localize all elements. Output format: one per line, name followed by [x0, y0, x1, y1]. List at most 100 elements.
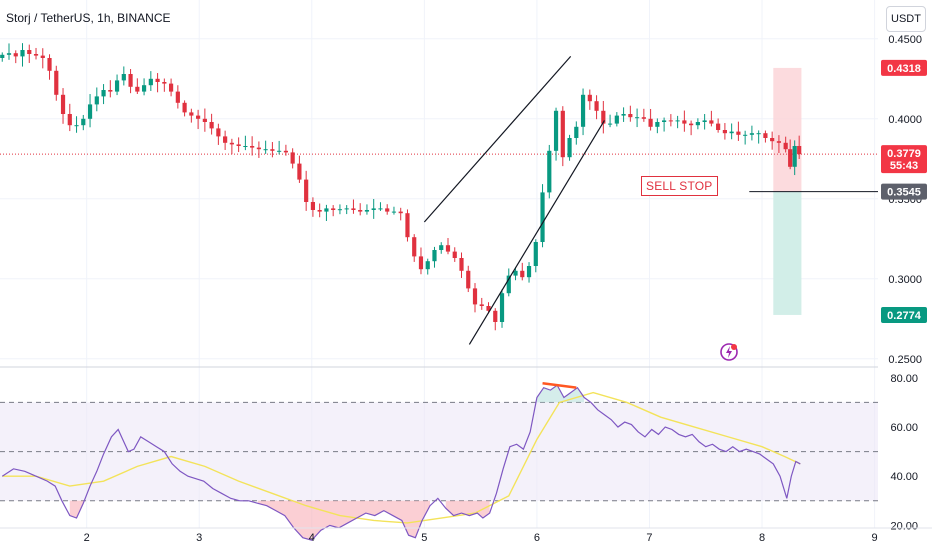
candle-body	[223, 136, 228, 143]
currency-button[interactable]: USDT	[886, 6, 926, 32]
candle-body	[351, 208, 356, 210]
candle-body	[20, 50, 25, 57]
candle-body	[641, 117, 646, 119]
candle-body	[486, 306, 491, 311]
candle-body	[756, 133, 761, 135]
rsi-axis[interactable]: 80.00 60.00 40.00 20.00	[890, 373, 918, 533]
candles	[0, 43, 802, 331]
candle-body	[290, 152, 295, 164]
chart-title: Storj / TetherUS, 1h, BINANCE	[6, 11, 171, 25]
candle-body	[304, 179, 309, 202]
candle-body	[729, 131, 734, 134]
candle-body	[634, 117, 640, 119]
candle-body	[310, 202, 316, 210]
channel-upper-line	[423, 56, 572, 223]
price-tick-label: 0.2500	[888, 354, 922, 366]
position-tool[interactable]	[0, 67, 878, 315]
candle-body	[432, 250, 437, 262]
rsi-ma-line	[2, 391, 801, 524]
sell-stop-label: SELL STOP	[641, 176, 718, 196]
candle-body	[6, 53, 12, 55]
target-badge: 0.2774	[881, 306, 927, 323]
candle-body	[547, 150, 552, 193]
candle-body	[128, 74, 133, 87]
stop-loss-zone	[773, 67, 802, 192]
candle-body	[533, 242, 538, 266]
candle-body	[655, 122, 660, 127]
candle-body	[202, 118, 207, 122]
lightning-alert-icon[interactable]	[719, 342, 739, 362]
entry-badge-text: 0.3545	[887, 187, 921, 199]
candle-body	[770, 138, 775, 142]
candle-body	[358, 210, 363, 212]
candle-body	[114, 80, 120, 92]
candle-body	[709, 120, 714, 124]
price-tick-label: 0.4000	[888, 114, 922, 126]
candle-body	[331, 208, 336, 210]
candle-body	[716, 123, 721, 130]
time-axis[interactable]: 2 3 4 5 6 7 8 9	[0, 527, 932, 544]
stop-badge: 0.4318	[881, 59, 927, 76]
candle-body	[587, 94, 592, 102]
candle-body	[385, 208, 390, 212]
candle-body	[506, 275, 511, 294]
candle-body	[283, 150, 288, 153]
candle-body	[391, 211, 397, 213]
candle-body	[155, 78, 160, 82]
candle-body	[344, 208, 349, 210]
current-price-badge-bg	[881, 145, 927, 174]
candle-body	[378, 208, 383, 210]
candle-body	[67, 114, 72, 126]
rsi-pane	[0, 382, 878, 541]
candle-body	[108, 90, 113, 92]
candle-body	[418, 256, 424, 270]
candle-body	[175, 91, 180, 103]
candle-body	[722, 130, 727, 134]
candle-body	[788, 149, 793, 167]
candle-body	[196, 115, 201, 119]
candle-body	[439, 245, 444, 250]
candle-body	[398, 211, 403, 214]
time-tick-label: 2	[84, 532, 90, 544]
trend-channel[interactable]	[423, 56, 605, 345]
candle-body	[520, 270, 525, 278]
rsi-line	[1, 384, 801, 541]
candle-body	[250, 146, 255, 148]
candle-body	[33, 54, 39, 56]
current-price-badge-text: 55:43	[890, 160, 918, 172]
current-price-badge-text: 0.3779	[887, 148, 921, 160]
rsi-tick-label: 60.00	[890, 422, 918, 434]
candle-body	[0, 54, 5, 58]
candle-body	[736, 131, 741, 135]
candle-body	[405, 213, 410, 238]
candle-body	[148, 78, 153, 86]
candle-body	[229, 142, 234, 145]
candle-body	[425, 261, 430, 270]
candle-body	[364, 210, 370, 212]
target-badge-bg	[881, 306, 927, 323]
rsi-tick-label: 20.00	[890, 520, 918, 532]
time-tick-label: 6	[534, 532, 540, 544]
candle-body	[574, 126, 579, 138]
price-tick-label: 0.4500	[888, 34, 922, 46]
time-tick-label: 3	[196, 532, 202, 544]
candle-body	[499, 293, 505, 322]
candle-body	[277, 150, 282, 152]
candle-body	[141, 85, 147, 92]
candle-body	[513, 270, 518, 276]
candle-body	[553, 110, 559, 151]
candle-body	[101, 90, 106, 97]
candle-body	[540, 192, 545, 242]
time-tick-label: 9	[872, 532, 878, 544]
candle-body	[182, 102, 187, 113]
candle-body	[40, 55, 45, 58]
candle-body	[526, 266, 532, 278]
time-tick-label: 8	[759, 532, 765, 544]
candle-body	[27, 50, 32, 54]
candle-body	[270, 149, 275, 151]
candle-body	[472, 288, 478, 305]
